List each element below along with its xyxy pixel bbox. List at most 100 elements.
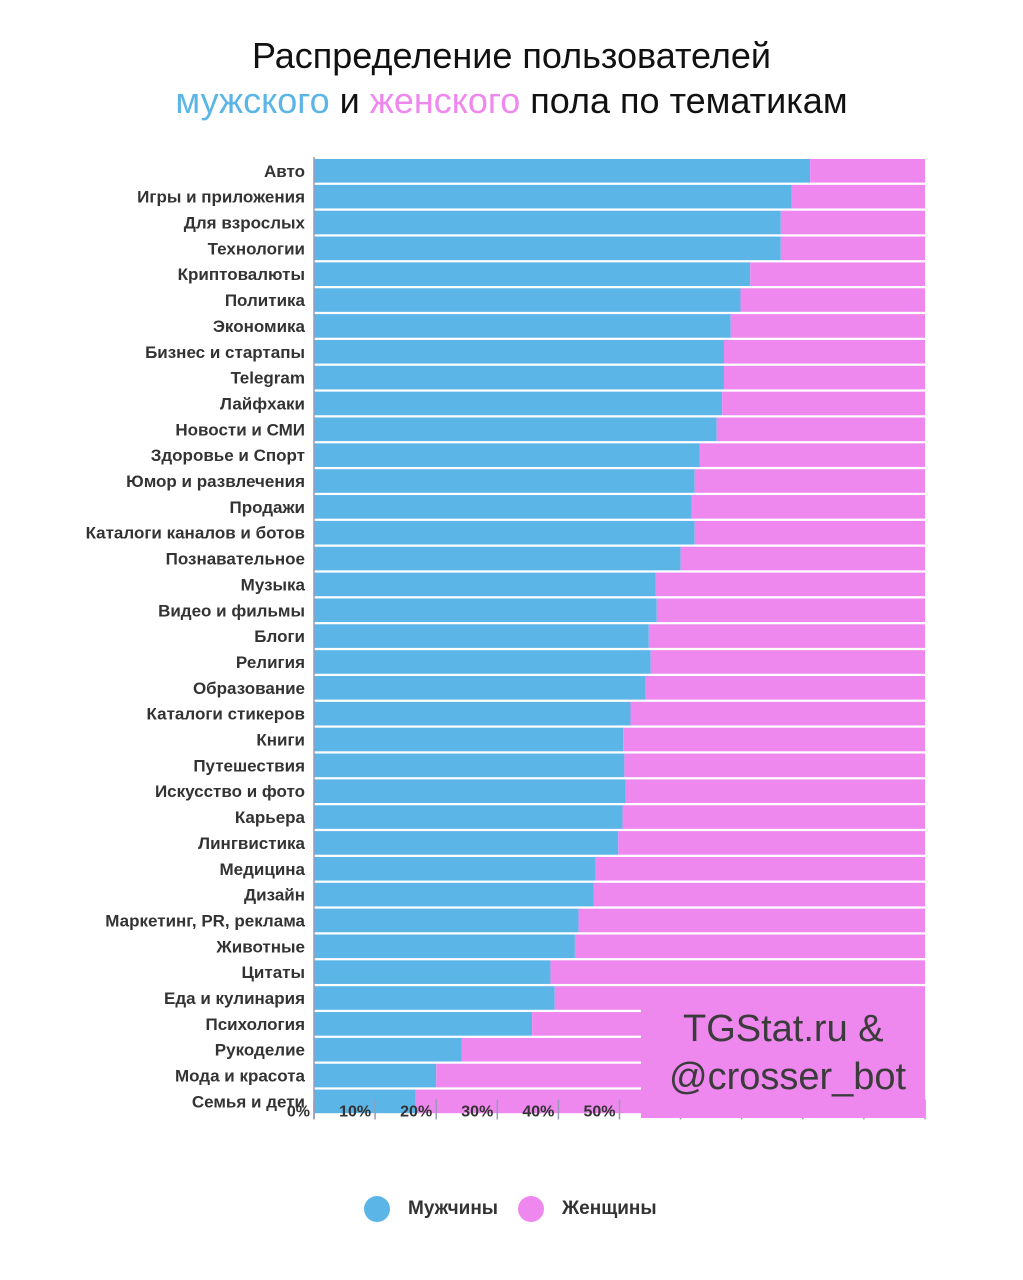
bar-male-20 [314, 650, 651, 674]
bar-female-19 [648, 624, 925, 648]
bar-male-5 [314, 262, 751, 286]
bar-female-20 [650, 650, 925, 674]
x-tick-label-3: 30% [461, 1103, 493, 1120]
bar-male-28 [314, 856, 596, 881]
bar-male-25 [314, 779, 626, 803]
bar-female-5 [750, 262, 925, 286]
category-label-15: Каталоги каналов и ботов [86, 524, 305, 543]
legend-male-marker [364, 1196, 390, 1222]
category-label-31: Животные [215, 937, 305, 956]
bar-female-27 [618, 831, 925, 855]
bar-female-31 [574, 934, 925, 959]
category-label-24: Путешествия [193, 756, 305, 775]
bar-male-17 [314, 572, 656, 597]
title-line1-text: Распределение пользователей [251, 35, 772, 76]
category-label-25: Искусство и фото [155, 782, 305, 801]
bar-male-22 [314, 701, 631, 726]
bar-male-8 [314, 339, 724, 364]
chart-title-line1: Распределение пользователей [0, 34, 1023, 78]
category-label-19: Блоги [254, 627, 305, 646]
bar-female-6 [740, 288, 925, 312]
category-label-3: Для взрослых [184, 214, 306, 233]
category-label-14: Продажи [229, 498, 305, 517]
x-tick-label-1: 10% [339, 1103, 371, 1120]
category-label-5: Криптовалюты [178, 265, 305, 284]
category-label-32: Цитаты [242, 963, 306, 982]
legend-female-marker [518, 1196, 544, 1222]
category-label-22: Каталоги стикеров [147, 705, 305, 724]
bar-male-31 [314, 934, 575, 959]
bar-male-36 [314, 1063, 437, 1088]
title-female-word: женского [369, 80, 521, 121]
bar-female-15 [694, 520, 925, 545]
bar-female-23 [623, 727, 925, 752]
category-label-13: Юмор и развлечения [126, 472, 305, 491]
bar-male-32 [314, 960, 551, 984]
category-label-36: Мода и красота [175, 1067, 306, 1086]
stacked-bar-chart: Авто Игры и приложения Для взрослых Техноло… [86, 157, 926, 1120]
category-label-21: Образование [193, 679, 305, 698]
bar-female-16 [680, 546, 925, 571]
bar-male-2 [314, 184, 792, 209]
legend-female-label: Женщины [562, 1198, 657, 1219]
category-label-18: Видео и фильмы [158, 601, 305, 620]
category-label-29: Дизайн [244, 886, 305, 905]
category-label-4: Технологии [208, 239, 305, 258]
bar-female-21 [645, 676, 925, 700]
bar-female-7 [730, 314, 925, 338]
bar-male-16 [314, 546, 681, 571]
watermark-line1: TGStat.ru & [683, 1008, 884, 1050]
bar-male-12 [314, 443, 700, 467]
legend-item-female: Женщины [518, 1192, 657, 1226]
bar-male-37 [314, 1089, 416, 1114]
bar-female-22 [630, 701, 925, 726]
bar-female-4 [780, 236, 925, 261]
legend-item-male: Мужчины [364, 1192, 498, 1226]
bar-male-18 [314, 598, 657, 623]
bar-male-10 [314, 391, 723, 416]
category-label-37: Семья и дети [192, 1092, 305, 1111]
category-label-34: Психология [205, 1015, 305, 1034]
bar-male-9 [314, 365, 724, 390]
category-label-35: Рукоделие [215, 1041, 305, 1060]
category-label-1: Авто [264, 162, 305, 181]
category-label-30: Маркетинг, PR, реклама [105, 911, 305, 930]
category-label-26: Карьера [235, 808, 306, 827]
bar-female-10 [722, 391, 925, 416]
bar-female-25 [625, 779, 925, 803]
chart-title-line2: мужского и женского пола по тематикам [0, 79, 1023, 123]
bar-female-9 [723, 365, 925, 390]
category-label-33: Еда и кулинария [164, 989, 305, 1008]
bar-male-26 [314, 805, 623, 829]
bar-female-17 [655, 572, 925, 597]
bar-female-11 [716, 417, 925, 442]
bar-male-19 [314, 624, 649, 648]
bar-female-14 [691, 495, 925, 519]
bar-male-35 [314, 1037, 462, 1062]
category-label-2: Игры и приложения [137, 188, 305, 207]
legend: Мужчины Женщины [0, 1192, 1023, 1226]
x-tick-label-4: 40% [522, 1103, 554, 1120]
category-label-23: Книги [256, 731, 305, 750]
bar-male-15 [314, 520, 695, 545]
bar-male-29 [314, 882, 594, 907]
x-tick-label-0: 0% [287, 1103, 310, 1120]
bar-male-33 [314, 986, 555, 1010]
category-label-6: Политика [225, 291, 306, 310]
bar-female-12 [699, 443, 925, 467]
category-label-10: Лайфхаки [220, 394, 305, 413]
category-label-12: Здоровье и Спорт [151, 446, 305, 465]
bar-male-14 [314, 495, 692, 519]
bar-female-28 [595, 856, 925, 881]
category-label-9: Telegram [231, 369, 305, 388]
bar-female-26 [622, 805, 925, 829]
bar-male-7 [314, 314, 731, 338]
bar-female-18 [656, 598, 925, 623]
bar-female-1 [810, 159, 925, 183]
watermark: TGStat.ru & @crosser_bot [641, 998, 925, 1118]
bar-female-29 [593, 882, 925, 907]
bar-male-13 [314, 469, 695, 493]
title-male-word: мужского [175, 80, 330, 121]
category-label-17: Музыка [241, 575, 306, 594]
bar-male-11 [314, 417, 717, 442]
